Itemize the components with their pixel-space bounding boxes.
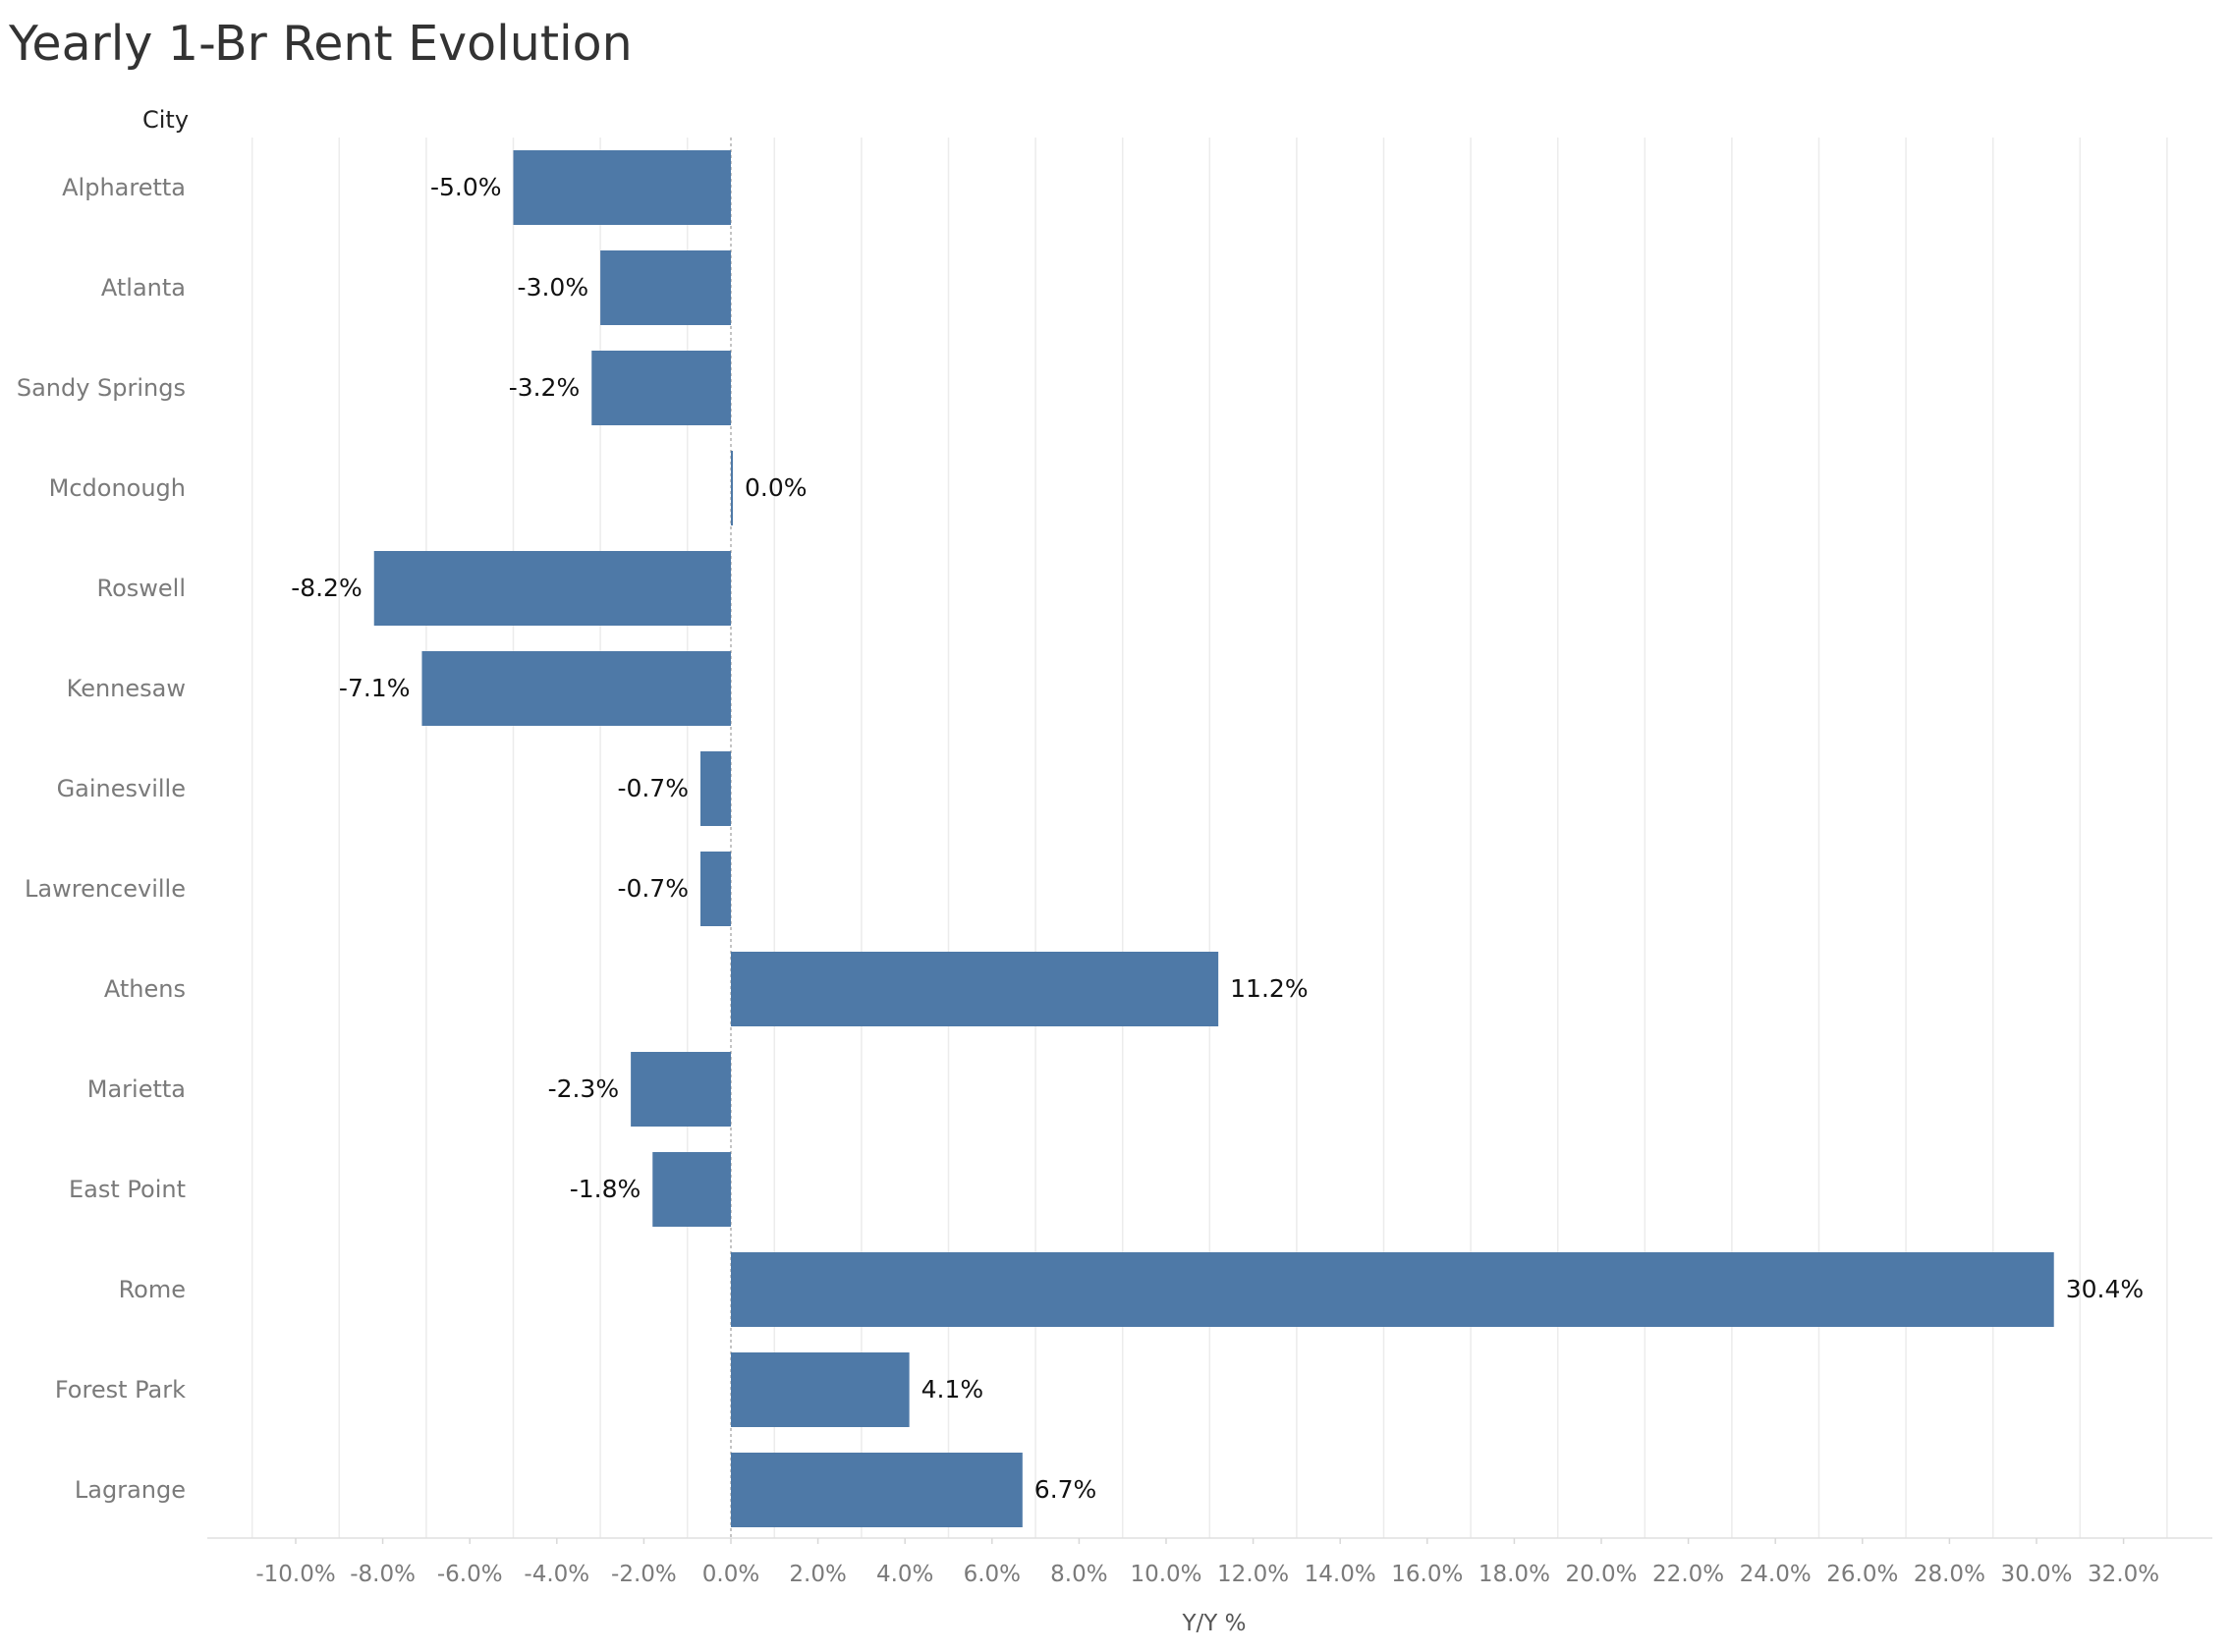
data-label: 6.7% — [1034, 1475, 1097, 1504]
category-label: Roswell — [96, 575, 186, 602]
x-tick-label: 28.0% — [1914, 1562, 1985, 1587]
data-label: -1.8% — [570, 1175, 642, 1203]
x-tick-label: 0.0% — [702, 1562, 759, 1587]
category-label: Marietta — [87, 1075, 186, 1103]
category-label: Alpharetta — [62, 174, 186, 201]
bar — [699, 852, 731, 926]
bar — [731, 1352, 910, 1427]
bars — [373, 150, 2054, 1527]
x-tick-label: 16.0% — [1391, 1562, 1463, 1587]
data-labels: -5.0% -3.0% -3.2% 0.0% -8.2% -7.1% -0.7% -0.7% 1… — [291, 173, 2144, 1504]
bar — [731, 1453, 1023, 1527]
row-header-city: City — [142, 106, 189, 134]
category-label: Kennesaw — [67, 675, 186, 702]
x-tick-label: 30.0% — [2000, 1562, 2072, 1587]
x-tick-label: -4.0% — [524, 1562, 589, 1587]
data-label: 30.4% — [2066, 1275, 2144, 1303]
category-label: Atlanta — [101, 274, 186, 302]
x-tick-label: -2.0% — [611, 1562, 677, 1587]
bar — [731, 1252, 2054, 1327]
x-tick-label: -10.0% — [255, 1562, 335, 1587]
data-label: -3.2% — [509, 373, 581, 402]
x-tick-label: 6.0% — [964, 1562, 1021, 1587]
category-label: Lawrenceville — [25, 875, 186, 903]
bar — [631, 1052, 731, 1127]
bar — [731, 952, 1219, 1026]
x-tick-label: 32.0% — [2088, 1562, 2159, 1587]
x-tick-label: 22.0% — [1652, 1562, 1724, 1587]
bar — [591, 351, 731, 425]
x-tick-label: 14.0% — [1305, 1562, 1376, 1587]
data-label: -2.3% — [548, 1074, 620, 1103]
category-label: East Point — [69, 1176, 186, 1203]
x-tick-label: 20.0% — [1565, 1562, 1637, 1587]
bar — [699, 751, 731, 826]
data-label: 0.0% — [745, 473, 808, 502]
x-tick-label: -6.0% — [437, 1562, 503, 1587]
x-axis-title: Y/Y % — [1181, 1611, 1246, 1636]
data-label: 11.2% — [1230, 974, 1308, 1003]
category-label: Sandy Springs — [17, 374, 186, 402]
x-tick-label: -8.0% — [350, 1562, 416, 1587]
data-label: -0.7% — [617, 874, 689, 903]
bar — [373, 551, 731, 626]
data-label: -8.2% — [291, 574, 363, 602]
bar — [421, 651, 731, 726]
x-tick-label: 8.0% — [1050, 1562, 1107, 1587]
x-tick-label: 26.0% — [1826, 1562, 1898, 1587]
category-labels: Alpharetta Atlanta Sandy Springs Mcdonough R… — [17, 174, 186, 1504]
x-tick-label: 12.0% — [1217, 1562, 1289, 1587]
bar — [513, 150, 731, 225]
category-label: Mcdonough — [49, 474, 186, 502]
category-label: Rome — [119, 1276, 186, 1303]
data-label: -0.7% — [617, 774, 689, 802]
data-label: -5.0% — [430, 173, 502, 201]
data-label: -3.0% — [518, 273, 589, 302]
chart-title: Yearly 1-Br Rent Evolution — [9, 16, 633, 72]
x-tick-label: 10.0% — [1130, 1562, 1201, 1587]
grid-lines — [251, 138, 2168, 1538]
x-tick-label: 24.0% — [1740, 1562, 1812, 1587]
category-label: Athens — [104, 975, 186, 1003]
category-label: Forest Park — [55, 1376, 186, 1404]
category-label: Lagrange — [75, 1476, 186, 1504]
bar — [600, 250, 731, 325]
data-label: 4.1% — [921, 1375, 984, 1404]
x-tick-label: 2.0% — [789, 1562, 846, 1587]
x-axis: -10.0% -8.0% -6.0% -4.0% -2.0% 0.0% 2.0% 4.0% 6.… — [207, 1537, 2212, 1587]
bar — [731, 451, 733, 525]
category-label: Gainesville — [57, 775, 186, 802]
x-tick-label: 4.0% — [876, 1562, 933, 1587]
x-tick-label: 18.0% — [1479, 1562, 1550, 1587]
bar — [652, 1152, 731, 1227]
data-label: -7.1% — [339, 674, 411, 702]
